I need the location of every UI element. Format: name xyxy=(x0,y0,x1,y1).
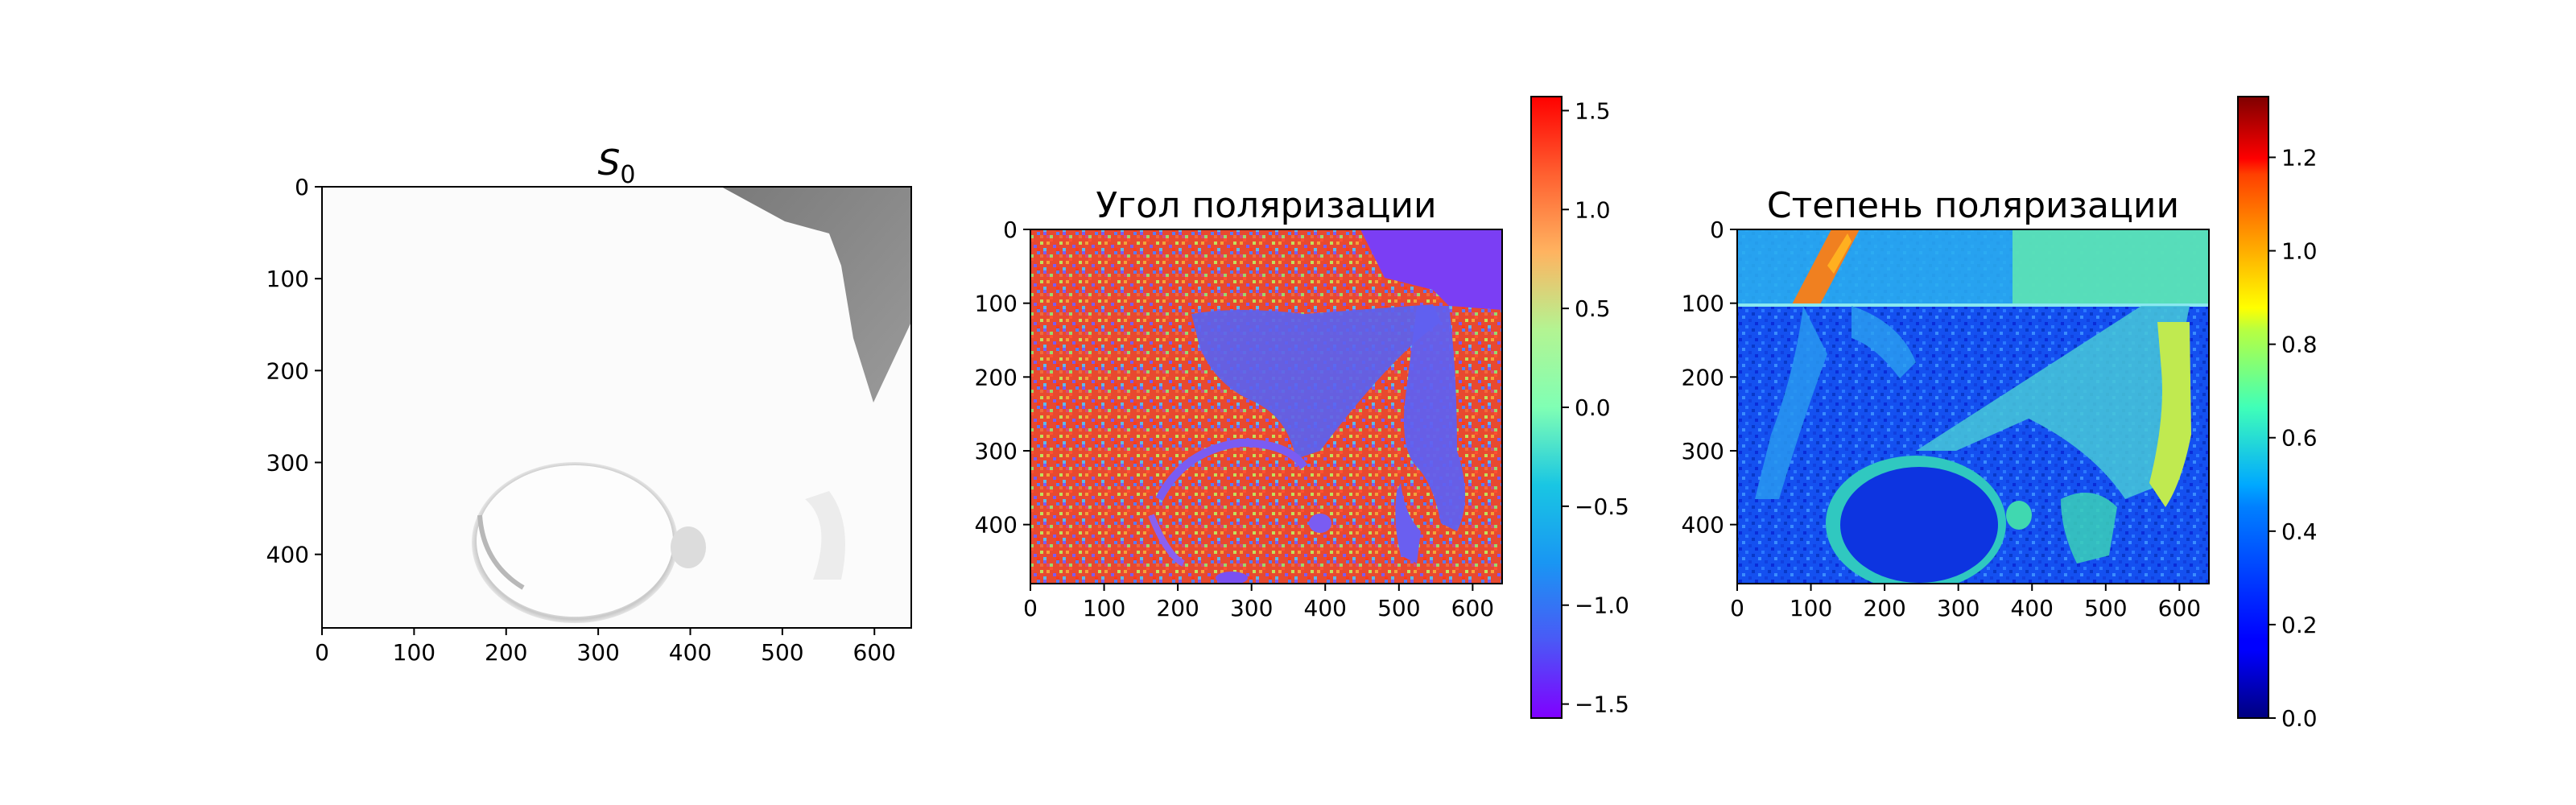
panel-s0-x-tick-labels: 0 100 200 300 400 500 600 xyxy=(315,639,896,666)
panel-degree-title: Степень поляризации xyxy=(1767,185,2179,226)
panel-s0-x-tick-label-3: 300 xyxy=(576,639,619,666)
panel-angle-x-tick-label-2: 200 xyxy=(1156,595,1199,621)
panel-degree-y-tick-label-3: 300 xyxy=(1682,438,1724,464)
panel-angle: Угол поляризации 0 100 200 300 400 500 600 0 10… xyxy=(975,96,1629,719)
panel-angle-title: Угол поляризации xyxy=(1096,185,1436,226)
panel-degree-colorbar-tick-label-2: 0.8 xyxy=(2281,332,2318,358)
panel-s0-x-tick-label-0: 0 xyxy=(315,639,329,666)
panel-angle-x-ticks xyxy=(1030,584,1474,591)
panel-degree-y-tick-label-2: 200 xyxy=(1682,364,1724,390)
panel-s0-image xyxy=(322,187,911,628)
panel-s0-x-tick-label-2: 200 xyxy=(485,639,527,666)
panel-s0-x-tick-label-5: 500 xyxy=(761,639,803,666)
panel-angle-colorbar-tick-label-2: 0.5 xyxy=(1575,295,1611,322)
panel-degree-x-tick-labels: 0 100 200 300 400 500 600 xyxy=(1730,595,2201,621)
panel-angle-y-tick-label-3: 300 xyxy=(975,438,1018,464)
panel-angle-y-tick-label-1: 100 xyxy=(975,291,1018,317)
panel-angle-colorbar-tick-label-3: 0.0 xyxy=(1575,394,1611,421)
panel-s0-x-tick-label-4: 400 xyxy=(669,639,712,666)
panel-angle-colorbar-tick-labels: 1.5 1.0 0.5 0.0 −0.5 −1.0 −1.5 xyxy=(1575,97,1629,717)
panel-degree: Степень поляризации 0 100 200 300 400 500 600 … xyxy=(1682,96,2318,732)
panel-s0-y-tick-labels: 0 100 200 300 400 xyxy=(266,174,309,568)
panel-degree-colorbar-tick-label-4: 0.4 xyxy=(2281,518,2318,545)
panel-s0-frame xyxy=(321,186,912,629)
panel-degree-x-tick-label-4: 400 xyxy=(2011,595,2054,621)
panel-angle-x-tick-label-0: 0 xyxy=(1023,595,1038,621)
panel-angle-y-tick-label-0: 0 xyxy=(1003,217,1018,243)
panel-angle-image xyxy=(1030,229,1502,584)
panel-degree-colorbar-tick-label-1: 1.0 xyxy=(2281,238,2318,265)
panel-s0-y-ticks xyxy=(315,186,322,555)
panel-degree-colorbar-ticks xyxy=(2268,156,2276,719)
panel-degree-y-ticks xyxy=(1730,229,1737,526)
panel-degree-y-tick-label-4: 400 xyxy=(1682,512,1724,539)
panel-s0-y-tick-label-3: 300 xyxy=(266,450,309,477)
panel-s0-x-ticks xyxy=(321,628,876,635)
panel-degree-x-tick-label-3: 300 xyxy=(1937,595,1979,621)
panel-angle-x-tick-label-6: 600 xyxy=(1451,595,1494,621)
panel-angle-x-tick-label-4: 400 xyxy=(1304,595,1347,621)
panel-angle-colorbar-tick-label-1: 1.0 xyxy=(1575,196,1611,223)
panel-angle-colorbar-tick-label-4: −0.5 xyxy=(1575,493,1629,520)
panel-angle-colorbar-tick-label-6: −1.5 xyxy=(1575,691,1629,718)
panel-s0-x-tick-label-1: 100 xyxy=(393,639,436,666)
panel-angle-x-tick-labels: 0 100 200 300 400 500 600 xyxy=(1023,595,1494,621)
panel-degree-image xyxy=(1737,229,2209,584)
panel-angle-colorbar-tick-label-5: −1.0 xyxy=(1575,592,1629,619)
panel-degree-y-tick-labels: 0 100 200 300 400 xyxy=(1682,217,1724,539)
panel-angle-x-tick-label-3: 300 xyxy=(1230,595,1273,621)
panel-degree-colorbar-tick-label-5: 0.2 xyxy=(2281,612,2318,638)
panel-s0-x-tick-label-6: 600 xyxy=(853,639,896,666)
panel-degree-x-tick-label-1: 100 xyxy=(1790,595,1832,621)
panel-degree-colorbar-tick-label-3: 0.6 xyxy=(2281,425,2318,452)
panel-degree-x-tick-label-2: 200 xyxy=(1863,595,1905,621)
panel-angle-frame xyxy=(1030,229,1503,584)
panel-degree-colorbar xyxy=(2237,96,2269,719)
panel-degree-colorbar-tick-labels: 1.2 1.0 0.8 0.6 0.4 0.2 0.0 xyxy=(2281,144,2318,732)
panel-angle-y-tick-labels: 0 100 200 300 400 xyxy=(975,217,1018,539)
panel-degree-x-tick-label-5: 500 xyxy=(2084,595,2127,621)
panel-angle-colorbar-ticks xyxy=(1562,109,1569,705)
panel-degree-y-tick-label-0: 0 xyxy=(1710,217,1724,243)
panel-angle-colorbar xyxy=(1530,96,1563,719)
panel-angle-colorbar-tick-label-0: 1.5 xyxy=(1575,97,1611,124)
panel-angle-x-tick-label-5: 500 xyxy=(1377,595,1420,621)
panel-s0-y-tick-label-4: 400 xyxy=(266,542,309,568)
panel-angle-y-ticks xyxy=(1023,229,1030,526)
panel-s0-y-tick-label-1: 100 xyxy=(266,266,309,292)
panel-angle-x-tick-label-1: 100 xyxy=(1083,595,1125,621)
panel-s0-y-tick-label-0: 0 xyxy=(295,174,309,200)
panel-degree-x-ticks xyxy=(1736,584,2181,591)
panel-s0-title-main: S xyxy=(597,142,620,184)
panel-degree-x-tick-label-6: 600 xyxy=(2158,595,2201,621)
panel-degree-colorbar-tick-label-6: 0.0 xyxy=(2281,705,2318,732)
panel-s0-title-subscript: 0 xyxy=(620,161,635,189)
panel-degree-frame xyxy=(1736,229,2210,584)
panel-degree-colorbar-tick-label-0: 1.2 xyxy=(2281,144,2318,171)
panel-angle-y-tick-label-4: 400 xyxy=(975,512,1018,539)
panel-degree-x-tick-label-0: 0 xyxy=(1730,595,1744,621)
panel-s0-y-tick-label-2: 200 xyxy=(266,357,309,384)
panel-degree-y-tick-label-1: 100 xyxy=(1682,291,1724,317)
panel-s0-title: S0 xyxy=(597,142,635,189)
panel-angle-y-tick-label-2: 200 xyxy=(975,364,1018,390)
